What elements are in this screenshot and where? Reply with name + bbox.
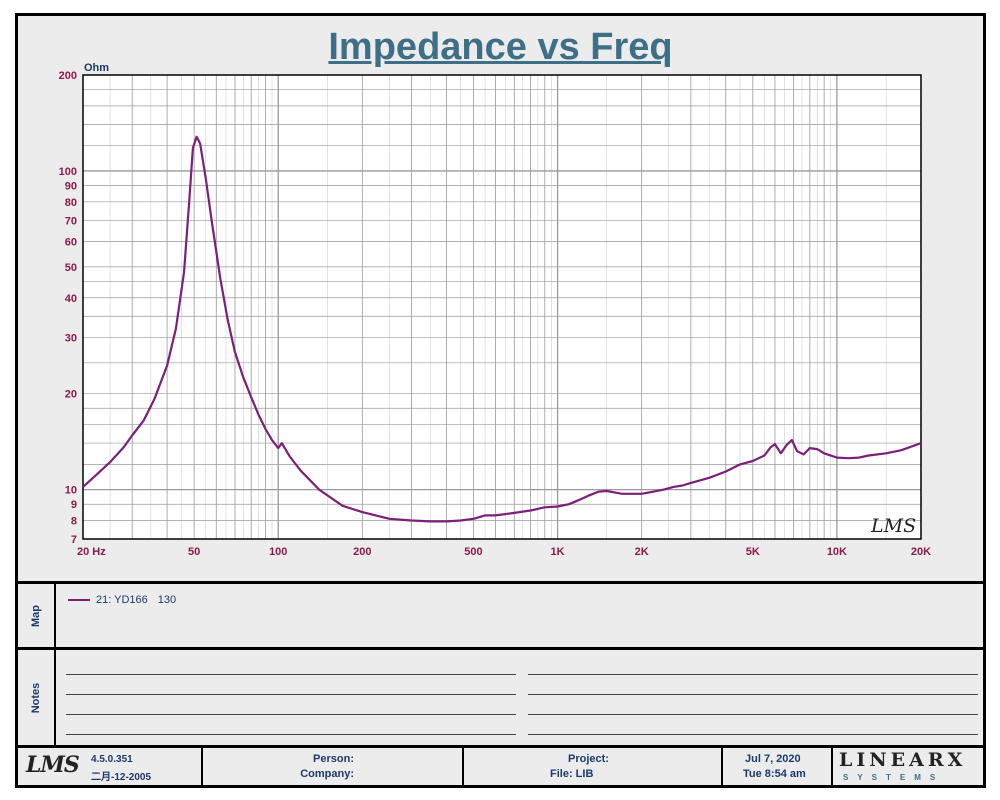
time-text: Tue 8:54 am [743, 768, 806, 780]
x-tick-label: 1K [551, 546, 565, 558]
x-tick-label: 10K [827, 546, 847, 558]
x-tick-label: 20 Hz [77, 546, 106, 558]
person-label: Person: [313, 753, 354, 765]
grid-layer [82, 74, 922, 540]
impedance-curve [82, 135, 922, 523]
y-tick-label: 20 [65, 389, 77, 401]
linearx-systems-text: SYSTEMS [843, 773, 945, 782]
y-tick-label: 30 [65, 333, 77, 345]
build-date-text: 二月-12-2005 [91, 772, 152, 783]
map-section: Map 21: YD166 130 [18, 581, 983, 647]
legend-swatch [68, 599, 90, 601]
y-tick-label: 40 [65, 293, 77, 305]
linearx-logo: LINEARX [839, 749, 967, 771]
impedance-chart: 20 Hz 50 100 200 500 1K 2K 5K 10K 20K 200 100 90 80 70… [59, 62, 932, 558]
tick-label-layer: 20 Hz 50 100 200 500 1K 2K 5K 10K 20K 200 100 90 80 70… [59, 70, 932, 558]
y-tick-label: 60 [65, 237, 77, 249]
footer-brand-cell: LINEARX SYSTEMS [833, 748, 983, 785]
plot-background [83, 75, 921, 539]
map-side-label: Map [18, 584, 56, 647]
y-tick-label: 200 [59, 70, 77, 82]
page-title: Impedance vs Freq [328, 26, 673, 68]
notes-side-label: Notes [18, 650, 56, 745]
y-tick-label: 100 [59, 166, 77, 178]
y-tick-label: 7 [71, 534, 77, 546]
note-line[interactable] [528, 734, 978, 735]
footer-project-cell: Project: File: LIB [464, 748, 723, 785]
x-tick-label: 50 [188, 546, 200, 558]
legend-series-value: 130 [157, 594, 177, 606]
y-tick-label: 80 [65, 197, 77, 209]
map-label: Map [30, 604, 42, 627]
x-tick-label: 200 [353, 546, 371, 558]
lms-logo: LMS [26, 752, 80, 778]
lms-watermark: LMS [870, 515, 916, 537]
file-label: File: LIB [550, 768, 594, 780]
note-line[interactable] [528, 674, 978, 675]
legend-series-name: 21: YD166 [96, 594, 148, 606]
x-tick-label: 2K [635, 546, 649, 558]
note-line[interactable] [66, 674, 516, 675]
footer-datetime-cell: Jul 7, 2020 Tue 8:54 am [723, 748, 833, 785]
note-line[interactable] [528, 714, 978, 715]
y-axis-unit-label: Ohm [84, 62, 109, 74]
plot-border [82, 74, 922, 540]
notes-label: Notes [30, 682, 42, 713]
x-tick-label: 5K [746, 546, 760, 558]
note-line[interactable] [66, 714, 516, 715]
note-line[interactable] [528, 694, 978, 695]
y-tick-label: 10 [65, 485, 77, 497]
x-tick-label: 20K [911, 546, 931, 558]
y-tick-label: 70 [65, 215, 77, 227]
map-legend-entry[interactable]: 21: YD166 130 [68, 594, 176, 606]
y-tick-label: 90 [65, 181, 77, 193]
y-tick-label: 8 [71, 516, 77, 528]
footer-bar: LMS 4.5.0.351 二月-12-2005 Person: Company… [18, 745, 983, 785]
y-tick-label: 50 [65, 262, 77, 274]
notes-section: Notes [18, 647, 983, 745]
series-layer [82, 135, 922, 523]
y-tick-label: 9 [71, 499, 77, 511]
footer-version-cell: LMS 4.5.0.351 二月-12-2005 [18, 748, 203, 785]
company-label: Company: [300, 768, 354, 780]
report-frame: Impedance vs Freq 20 Hz 50 100 200 500 1K 2K 5K… [15, 13, 986, 788]
footer-person-cell: Person: Company: [203, 748, 464, 785]
project-label: Project: [568, 753, 609, 765]
version-text: 4.5.0.351 [91, 754, 133, 765]
x-tick-label: 500 [464, 546, 482, 558]
date-text: Jul 7, 2020 [745, 753, 801, 765]
note-line[interactable] [66, 694, 516, 695]
x-tick-label: 100 [269, 546, 287, 558]
note-line[interactable] [66, 734, 516, 735]
